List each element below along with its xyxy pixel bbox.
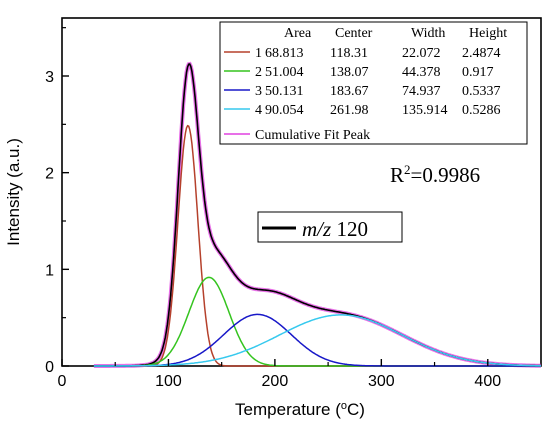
legend-cell-width: 22.072: [402, 46, 441, 61]
x-tick-label: 100: [155, 373, 182, 390]
legend-cell-center: 138.07: [330, 65, 369, 80]
r2-annotation: R2=0.9986: [390, 162, 480, 187]
legend-cell-width: 44.378: [402, 65, 441, 80]
legend-label-cumulative: Cumulative Fit Peak: [255, 128, 370, 143]
legend-cell-height: 0.5286: [462, 103, 501, 118]
legend-box: [219, 21, 528, 145]
legend-header-center: Center: [335, 26, 373, 41]
legend-cell-height: 0.5337: [462, 84, 501, 99]
x-tick-label: 200: [262, 373, 289, 390]
x-tick-label: 0: [58, 373, 67, 390]
series-legend-label: m/z 120: [302, 217, 368, 241]
plot-area: 0 100 200 300 400 0 1 2 3: [45, 17, 542, 390]
legend-cell-area: 51.004: [265, 65, 304, 80]
legend: Area Center Width Height 1 68.813 118.31 22…: [219, 21, 528, 145]
legend-cell-id: 1: [255, 46, 262, 61]
x-tick-label: 400: [474, 373, 501, 390]
legend-cell-area: 90.054: [265, 103, 304, 118]
x-axis-label-sup: o: [341, 400, 347, 412]
ticks: 0 100 200 300 400 0 1 2 3: [45, 27, 501, 390]
y-tick-label: 2: [45, 166, 54, 183]
y-axis-label: Intensity (a.u.): [4, 138, 23, 246]
legend-cell-width: 74.937: [402, 84, 441, 99]
r2-value: =0.9986: [411, 163, 481, 187]
x-axis-label-tail: C): [347, 400, 365, 419]
legend-cell-id: 4: [255, 103, 262, 118]
legend-cell-height: 0.917: [462, 65, 494, 80]
y-tick-label: 3: [45, 69, 54, 86]
x-axis-label: Temperature (oC): [235, 400, 365, 419]
legend-cell-id: 2: [255, 65, 262, 80]
legend-cell-center: 183.67: [330, 84, 369, 99]
legend-cell-height: 2.4874: [462, 46, 501, 61]
x-tick-label: 300: [368, 373, 395, 390]
x-axis-label-main: Temperature (: [235, 400, 341, 419]
series-legend-label-value: 120: [331, 217, 368, 241]
r2-label: R: [390, 163, 404, 187]
legend-cell-id: 3: [255, 84, 262, 99]
legend-cell-center: 261.98: [330, 103, 369, 118]
legend-cell-width: 135.914: [402, 103, 448, 118]
series-legend: m/z 120: [257, 211, 403, 243]
legend-cell-center: 118.31: [330, 46, 368, 61]
legend-header-height: Height: [469, 26, 507, 41]
y-tick-label: 0: [45, 359, 54, 376]
series-legend-label-italic: m/z: [302, 217, 331, 241]
legend-header-width: Width: [411, 26, 445, 41]
legend-header-area: Area: [284, 26, 312, 41]
peak-1-line: [93, 124, 541, 367]
legend-cell-area: 50.131: [265, 84, 304, 99]
r2-superscript: 2: [404, 162, 411, 177]
legend-cell-area: 68.813: [265, 46, 304, 61]
y-tick-label: 1: [45, 262, 54, 279]
